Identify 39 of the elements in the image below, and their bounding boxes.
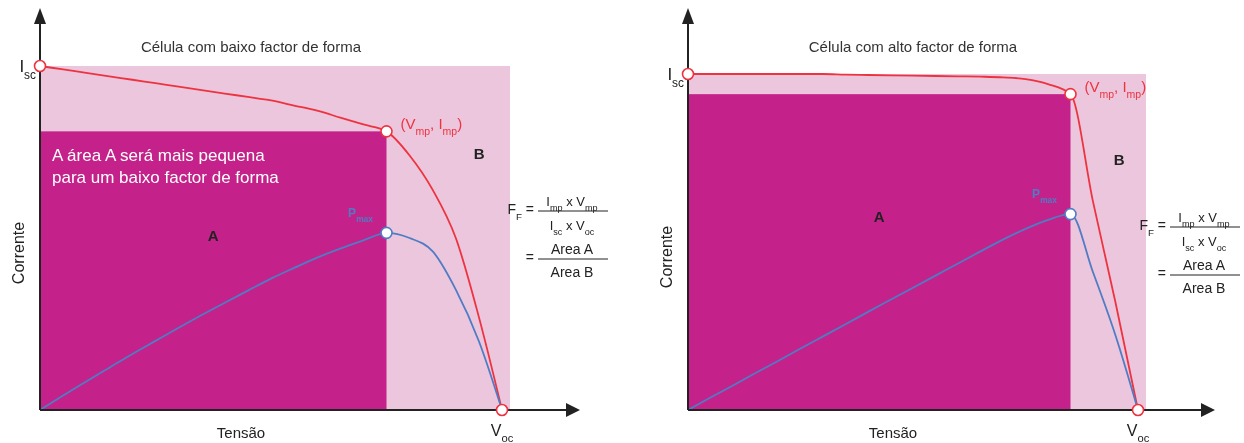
chart-title: Célula com baixo factor de forma — [140, 38, 362, 55]
annotation: F$_{F}$ = — [507, 201, 534, 222]
text: I$_{sc}$ x V$_{oc}$ — [1181, 234, 1227, 253]
text: I$_{sc}$ — [19, 57, 37, 82]
annotation: P$_{max}$ — [348, 205, 374, 224]
annotation: P$_{max}$ — [1032, 187, 1058, 206]
annotation: A área A será mais pequena para um baixo factor de forma — [52, 146, 280, 188]
text: V$_{oc}$ — [1126, 422, 1150, 443]
y-axis-title: Corrente — [658, 225, 675, 289]
point — [495, 403, 509, 417]
point — [1064, 87, 1077, 101]
text: V$_{oc}$ — [490, 422, 514, 443]
annotation: (V$_{mp}$, I$_{mp}$) — [400, 115, 463, 138]
annotation: B — [473, 144, 485, 162]
annotation: A — [207, 226, 219, 244]
point — [1131, 403, 1145, 417]
text: Area A — [1182, 257, 1226, 273]
text: Area A — [550, 241, 594, 257]
text: Area B — [1182, 280, 1226, 296]
text: = — [1157, 265, 1166, 281]
point — [1064, 207, 1077, 221]
text: Area B — [550, 264, 594, 280]
annotation: A — [873, 208, 885, 226]
text: = — [525, 249, 534, 265]
text: I$_{mp}$ x V$_{mp}$ — [1178, 210, 1230, 229]
chart-title: Célula com alto factor de forma — [808, 38, 1018, 55]
annotation: F$_{F}$ = — [1139, 217, 1166, 238]
point — [380, 125, 393, 138]
annotation: (V$_{mp}$, I$_{mp}$) — [1084, 78, 1147, 101]
point — [681, 67, 695, 81]
point — [33, 59, 47, 73]
point — [380, 226, 393, 240]
annotation: B — [1113, 150, 1125, 168]
text: I$_{sc}$ — [667, 65, 685, 90]
text: I$_{sc}$ x V$_{oc}$ — [549, 218, 595, 237]
text: I$_{mp}$ x V$_{mp}$ — [546, 194, 598, 213]
x-axis-title: Tensão — [868, 424, 918, 441]
y-axis-title: Corrente — [10, 221, 27, 285]
x-axis-title: Tensão — [216, 424, 266, 441]
